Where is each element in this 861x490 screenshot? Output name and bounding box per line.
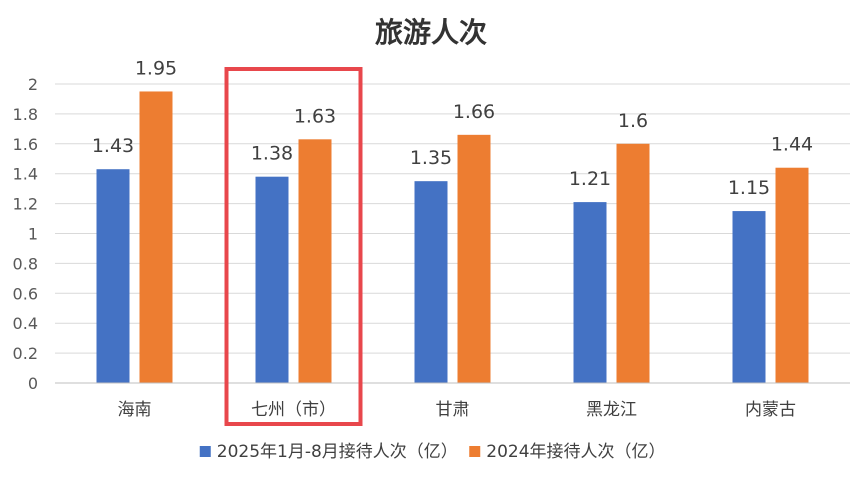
- y-axis: 0 0.2 0.4 0.6 0.8 1 1.2 1.4 1.6 1.8 2: [13, 75, 38, 393]
- legend-swatch: [469, 446, 481, 457]
- x-tick-label: 内蒙古: [745, 400, 796, 420]
- legend-label: 2024年接待人次（亿）: [486, 442, 665, 462]
- bar: [775, 167, 809, 383]
- data-label: 1.35: [410, 147, 452, 169]
- x-axis: 海南 七州（市） 甘肃 黑龙江 内蒙古: [55, 382, 850, 420]
- data-label: 1.44: [771, 134, 813, 156]
- data-label: 1.66: [453, 101, 495, 123]
- y-tick-label: 0.6: [13, 284, 38, 303]
- x-tick-label: 七州（市）: [251, 400, 336, 420]
- bar: [616, 143, 650, 383]
- bar: [414, 181, 448, 383]
- y-tick-label: 1.8: [13, 105, 38, 124]
- y-tick-label: 1.4: [13, 165, 38, 184]
- bar: [457, 134, 491, 383]
- data-label: 1.43: [92, 135, 134, 157]
- legend-label: 2025年1月-8月接待人次（亿）: [217, 442, 458, 462]
- bars: [96, 91, 809, 383]
- y-tick-label: 2: [28, 75, 38, 94]
- data-label: 1.15: [728, 177, 770, 199]
- bar: [573, 202, 607, 383]
- x-tick-label: 黑龙江: [586, 400, 637, 420]
- bar: [298, 139, 332, 383]
- bar: [732, 211, 766, 383]
- bar: [255, 176, 289, 383]
- data-labels: 1.43 1.95 1.381.63 1.35 1.66 1.21 1.6 1.151.44: [92, 57, 813, 199]
- data-label: 1.21: [569, 168, 611, 190]
- y-tick-label: 1: [28, 225, 38, 244]
- y-tick-label: 0.4: [13, 314, 38, 333]
- x-tick-label: 海南: [118, 400, 152, 420]
- legend: 2025年1月-8月接待人次（亿） 2024年接待人次（亿）: [199, 442, 666, 462]
- data-label: 1.6: [618, 110, 648, 132]
- y-tick-label: 0.8: [13, 254, 38, 273]
- x-tick-label: 甘肃: [436, 400, 470, 420]
- data-label: 1.63: [294, 105, 336, 127]
- highlight-box: [224, 67, 363, 426]
- y-tick-label: 0: [28, 374, 38, 393]
- bar: [139, 91, 173, 383]
- chart-title: 旅游人次: [375, 16, 487, 49]
- data-label: 1.95: [135, 57, 177, 79]
- grid-lines: [55, 83, 850, 354]
- y-tick-label: 1.6: [13, 135, 38, 154]
- data-label: 1.38: [251, 143, 293, 165]
- legend-swatch: [199, 446, 211, 457]
- y-tick-label: 0.2: [13, 344, 38, 363]
- y-tick-label: 1.2: [13, 195, 38, 214]
- highlight-rect: [224, 67, 363, 426]
- bar: [96, 169, 130, 383]
